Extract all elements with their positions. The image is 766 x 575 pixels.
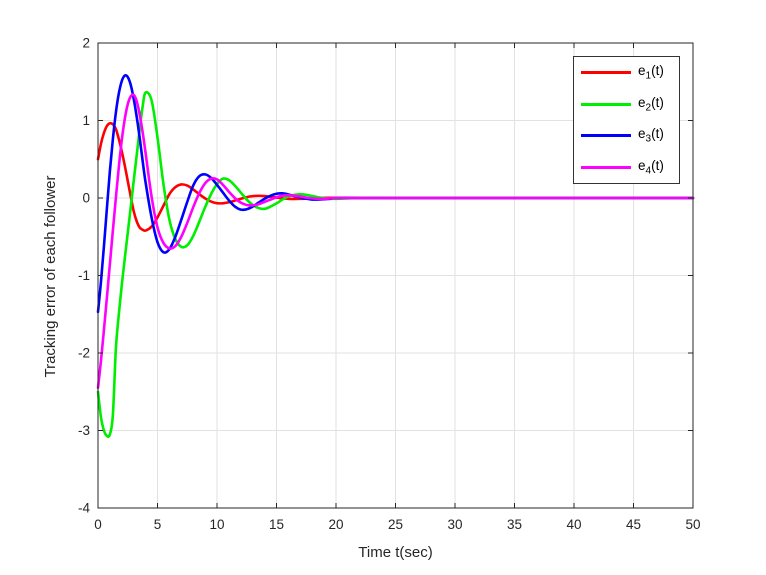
legend-label-e1: e1(t) — [638, 63, 664, 83]
legend-label-e4: e4(t) — [638, 157, 664, 177]
legend-swatch-e3 — [581, 134, 631, 138]
x-tick-label: 25 — [388, 517, 403, 532]
legend-label-e3: e3(t) — [638, 126, 664, 146]
y-axis-label: Tracking error of each follower — [42, 175, 59, 378]
x-tick-label: 30 — [447, 517, 462, 532]
legend-swatch-e2 — [581, 102, 631, 106]
legend-item-e3: e3(t) — [574, 121, 679, 151]
series-group — [96, 74, 695, 438]
x-tick-label: 5 — [154, 517, 162, 532]
tick-labels: 0 5 10 15 20 25 30 35 40 45 50 -4 -3 -2 -1 0 1 2 — [78, 36, 701, 533]
legend-label-e2: e2(t) — [638, 94, 664, 114]
x-tick-label: 15 — [269, 517, 284, 532]
y-tick-label: 2 — [82, 36, 90, 51]
legend-item-e1: e1(t) — [574, 58, 679, 88]
x-tick-label: 10 — [209, 517, 224, 532]
tick-marks — [97, 42, 694, 509]
legend-swatch-e1 — [581, 71, 631, 75]
x-tick-label: 50 — [685, 517, 700, 532]
x-tick-label: 40 — [566, 517, 581, 532]
y-tick-label: -3 — [78, 423, 90, 438]
x-tick-label: 45 — [626, 517, 641, 532]
y-tick-label: -4 — [78, 501, 90, 516]
y-tick-label: -2 — [78, 346, 90, 361]
x-tick-label: 0 — [94, 517, 102, 532]
y-tick-label: -1 — [78, 268, 90, 283]
legend: e1(t) e2(t) e3(t) e4(t) — [573, 56, 680, 184]
x-tick-label: 20 — [328, 517, 343, 532]
legend-item-e4: e4(t) — [574, 152, 679, 182]
legend-swatch-e4 — [581, 165, 631, 169]
series-e4-line — [96, 93, 695, 390]
x-tick-label: 35 — [507, 517, 522, 532]
y-tick-label: 1 — [82, 113, 90, 128]
y-tick-label: 0 — [82, 191, 90, 206]
legend-item-e2: e2(t) — [574, 89, 679, 119]
x-axis-label: Time t(sec) — [358, 544, 433, 561]
